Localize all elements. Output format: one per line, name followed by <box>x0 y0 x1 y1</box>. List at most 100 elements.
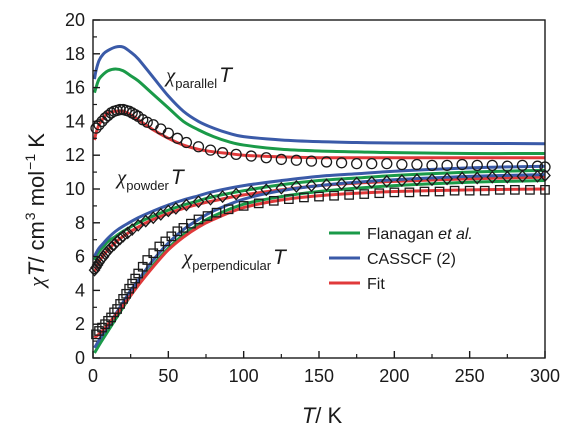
data-point-parallel-27 <box>260 152 272 164</box>
annotation-powder-value: T <box>171 166 186 189</box>
x-tick-label-300: 300 <box>530 366 560 386</box>
data-point-perpendicular-41 <box>434 186 445 197</box>
data-point-powder-17 <box>132 218 145 232</box>
x-tick-label-150: 150 <box>304 366 334 386</box>
data-point-parallel-42 <box>486 159 498 171</box>
data-point-perpendicular-4 <box>103 315 113 326</box>
data-point-parallel-25 <box>230 148 242 161</box>
data-point-perpendicular-6 <box>109 307 119 318</box>
x-tick-label-250: 250 <box>455 366 485 386</box>
data-point-powder-41 <box>441 172 453 186</box>
y-tick-label-8: 8 <box>75 213 85 233</box>
data-point-perpendicular-2 <box>97 322 107 333</box>
x-tick-label-50: 50 <box>158 366 178 386</box>
data-point-perpendicular-7 <box>112 304 122 314</box>
data-point-parallel-37 <box>411 158 423 171</box>
data-point-powder-44 <box>486 170 499 184</box>
data-point-powder-24 <box>192 195 205 209</box>
data-point-perpendicular-35 <box>344 190 354 200</box>
data-point-powder-45 <box>501 170 514 184</box>
data-point-parallel-39 <box>441 159 453 171</box>
axes: 0 50 100 150 200 250 300 0 2 4 6 8 10 12 14 16 18 20 <box>65 10 560 386</box>
data-point-powder-23 <box>180 198 193 212</box>
annotation-perpendicular: χperpendicularT <box>181 245 288 273</box>
x-tick-label-100: 100 <box>229 366 259 386</box>
data-point-perpendicular-33 <box>314 191 324 202</box>
annotation-parallel-sub: parallel <box>175 76 217 91</box>
data-point-powder-34 <box>335 177 348 191</box>
data-point-perpendicular-45 <box>494 184 505 195</box>
data-point-perpendicular-40 <box>419 186 430 197</box>
series-line-casscf-2-parallel <box>93 45 546 146</box>
data-point-parallel-22 <box>192 141 205 153</box>
data-point-parallel-16 <box>141 116 153 128</box>
data-point-powder-39 <box>411 173 423 187</box>
data-point-perpendicular-21 <box>172 226 183 237</box>
data-point-perpendicular-30 <box>268 195 279 206</box>
x-tick-label-200: 200 <box>379 366 409 386</box>
data-point-parallel-1 <box>93 119 105 131</box>
data-point-perpendicular-1 <box>94 326 104 336</box>
data-point-parallel-36 <box>396 158 408 171</box>
data-point-perpendicular-26 <box>211 207 222 218</box>
data-point-perpendicular-34 <box>329 190 339 201</box>
data-point-perpendicular-8 <box>115 299 125 309</box>
data-point-perpendicular-32 <box>299 192 309 203</box>
data-point-powder-35 <box>350 176 363 190</box>
y-tick-label-0: 0 <box>75 348 85 368</box>
data-point-powder-42 <box>456 171 469 185</box>
data-point-powder-14 <box>117 229 130 243</box>
data-point-powder-33 <box>320 178 333 192</box>
data-point-perpendicular-5 <box>106 312 116 323</box>
data-point-powder-26 <box>216 190 229 204</box>
data-point-parallel-23 <box>204 144 217 156</box>
data-point-perpendicular-16 <box>142 255 153 265</box>
data-point-parallel-0 <box>90 122 102 134</box>
data-point-perpendicular-18 <box>154 241 165 252</box>
data-point-powder-43 <box>471 171 484 185</box>
data-point-perpendicular-39 <box>404 187 415 198</box>
data-point-powder-32 <box>305 179 318 193</box>
data-point-perpendicular-47 <box>525 184 535 195</box>
y-tick-label-2: 2 <box>75 314 85 334</box>
data-point-parallel-21 <box>180 136 193 149</box>
y-tick-label-12: 12 <box>65 145 85 165</box>
data-point-parallel-41 <box>471 159 483 171</box>
annotation-parallel-value: T <box>219 64 234 87</box>
data-point-parallel-24 <box>216 147 229 159</box>
data-point-perpendicular-20 <box>166 231 177 242</box>
legend-label-casscf: CASSCF (2) <box>367 251 456 268</box>
data-point-powder-38 <box>395 174 408 188</box>
data-point-powder-46 <box>516 169 529 183</box>
x-axis-title: T/ K <box>302 403 343 428</box>
data-point-parallel-28 <box>275 153 287 166</box>
data-point-powder-10 <box>105 240 117 254</box>
data-point-powder-31 <box>290 179 303 193</box>
annotation-parallel: χparallelT <box>164 63 234 91</box>
data-point-parallel-26 <box>245 150 257 162</box>
data-point-perpendicular-3 <box>100 319 110 330</box>
data-point-perpendicular-38 <box>389 187 400 198</box>
data-point-powder-25 <box>204 192 217 206</box>
y-tick-label-18: 18 <box>65 44 85 64</box>
data-point-powder-27 <box>230 187 243 201</box>
annotation-powder: χpowderT <box>115 165 186 193</box>
y-tick-label-4: 4 <box>75 280 85 300</box>
legend-item-fit: Fit <box>329 276 385 293</box>
data-point-perpendicular-10 <box>121 288 131 299</box>
data-point-perpendicular-17 <box>148 248 159 259</box>
data-point-powder-9 <box>102 244 114 258</box>
x-tick-label-0: 0 <box>88 366 98 386</box>
legend: Flanagan et al. CASSCF (2) Fit <box>329 226 473 293</box>
data-point-parallel-33 <box>351 157 363 170</box>
data-point-perpendicular-0 <box>91 329 101 340</box>
y-axis-title: χT/ cm3 mol−1 K <box>22 133 49 289</box>
data-point-parallel-31 <box>320 156 333 168</box>
data-point-perpendicular-27 <box>223 204 234 215</box>
y-tick-label-20: 20 <box>65 10 85 30</box>
annotation-perpendicular-sub: perpendicular <box>192 258 271 273</box>
data-point-perpendicular-44 <box>479 185 490 196</box>
data-point-powder-30 <box>275 181 288 195</box>
y-tick-label-6: 6 <box>75 247 85 267</box>
data-point-powder-28 <box>245 185 258 199</box>
